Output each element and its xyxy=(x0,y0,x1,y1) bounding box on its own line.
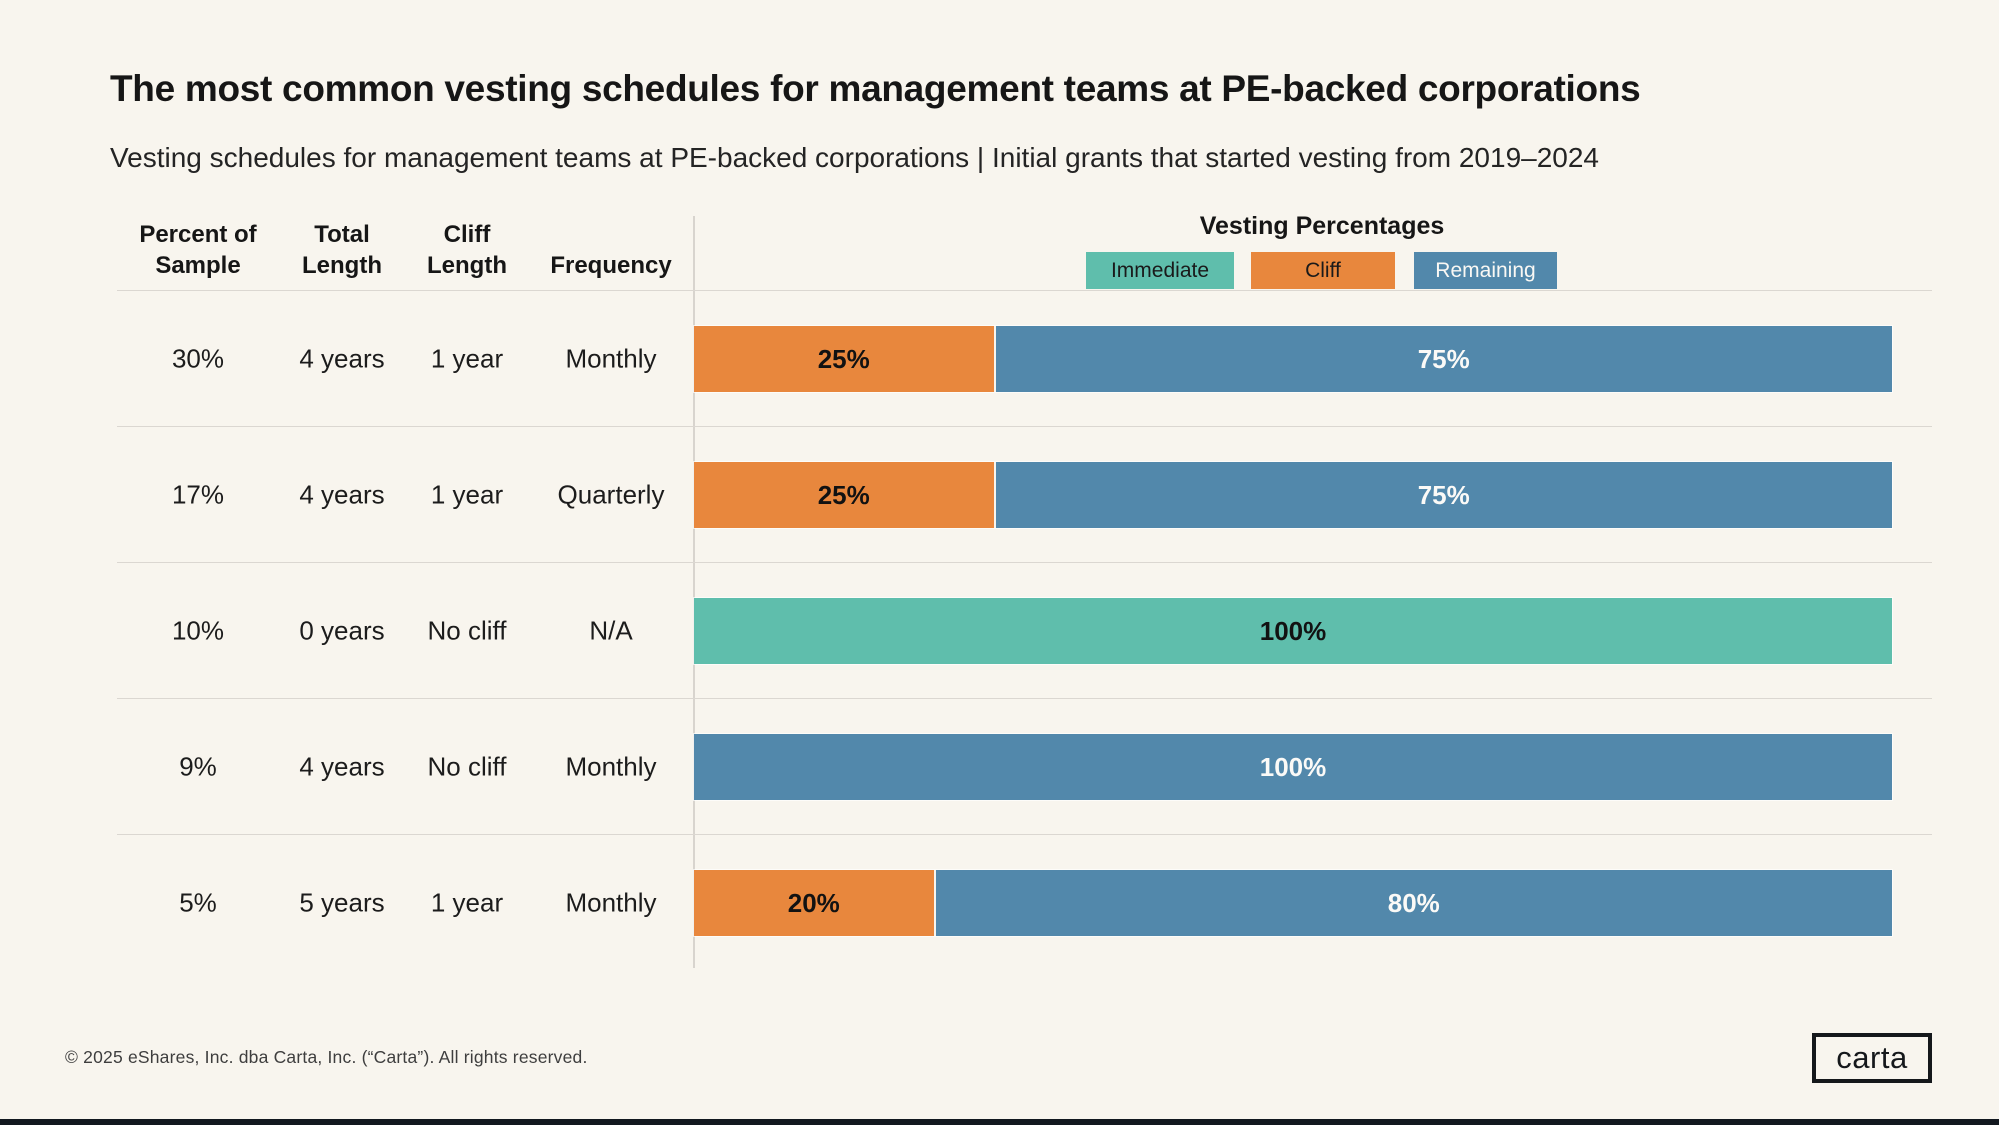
table-row: 10% 0 years No cliff N/A 100% xyxy=(117,562,1932,699)
bar-segment-cliff: 25% xyxy=(694,326,994,392)
cell-percent-of-sample: 30% xyxy=(171,343,225,374)
copyright-text: © 2025 eShares, Inc. dba Carta, Inc. (“C… xyxy=(65,1047,588,1067)
bar-segment-cliff: 25% xyxy=(694,462,994,528)
stacked-bar: 25% 75% xyxy=(693,461,1893,529)
table-row: 9% 4 years No cliff Monthly 100% xyxy=(117,698,1932,835)
column-header-line: Percent of xyxy=(139,220,257,248)
page-title: The most common vesting schedules for ma… xyxy=(110,68,1641,109)
table-row: 17% 4 years 1 year Quarterly 25% 75% xyxy=(117,426,1932,563)
cell-total-length: 0 years xyxy=(299,615,385,646)
bar-segment-remaining: 100% xyxy=(694,734,1892,800)
bar-segment-remaining: 75% xyxy=(993,462,1892,528)
cell-total-length: 4 years xyxy=(299,343,385,374)
cell-cliff-length: No cliff xyxy=(427,615,507,646)
column-header-line: Length xyxy=(427,251,507,279)
stacked-bar: 25% 75% xyxy=(693,325,1893,393)
stacked-bar: 100% xyxy=(693,597,1893,665)
legend-item-remaining: Remaining xyxy=(1414,252,1557,289)
table-row: 5% 5 years 1 year Monthly 20% 80% xyxy=(117,834,1932,971)
cell-percent-of-sample: 9% xyxy=(179,751,217,782)
bar-segment-remaining: 80% xyxy=(933,870,1892,936)
cell-frequency: N/A xyxy=(589,615,633,646)
stacked-bar: 100% xyxy=(693,733,1893,801)
legend-item-cliff: Cliff xyxy=(1251,252,1395,289)
column-header-line: Frequency xyxy=(550,251,672,279)
column-header-cliff-length: Cliff Length xyxy=(427,219,507,281)
cell-frequency: Quarterly xyxy=(557,479,665,510)
carta-logo: carta xyxy=(1812,1033,1932,1083)
column-header-total-length: Total Length xyxy=(302,219,382,281)
cell-cliff-length: 1 year xyxy=(430,887,504,918)
table-header: Percent of Sample Total Length Cliff Len… xyxy=(117,205,1932,290)
column-header-line: Sample xyxy=(155,251,241,279)
cell-total-length: 4 years xyxy=(299,479,385,510)
column-header-line: Cliff xyxy=(443,220,491,248)
cell-cliff-length: 1 year xyxy=(430,479,504,510)
bar-segment-cliff: 20% xyxy=(694,870,934,936)
legend-item-immediate: Immediate xyxy=(1086,252,1234,289)
bottom-accent-bar xyxy=(0,1119,1999,1125)
legend-title: Vesting Percentages xyxy=(1199,212,1445,240)
bar-segment-remaining: 75% xyxy=(993,326,1892,392)
column-header-line: Total xyxy=(314,220,370,248)
axis-separator-line xyxy=(693,216,695,968)
bar-segment-immediate: 100% xyxy=(694,598,1892,664)
column-header-frequency: Frequency xyxy=(550,250,671,281)
cell-percent-of-sample: 17% xyxy=(171,479,225,510)
cell-percent-of-sample: 10% xyxy=(171,615,225,646)
cell-frequency: Monthly xyxy=(565,751,657,782)
page-subtitle: Vesting schedules for management teams a… xyxy=(110,142,1600,173)
column-header-percent-of-sample: Percent of Sample xyxy=(139,219,256,281)
cell-frequency: Monthly xyxy=(565,343,657,374)
cell-total-length: 5 years xyxy=(299,887,385,918)
table-row: 30% 4 years 1 year Monthly 25% 75% xyxy=(117,290,1932,427)
stacked-bar: 20% 80% xyxy=(693,869,1893,937)
cell-cliff-length: 1 year xyxy=(430,343,504,374)
cell-cliff-length: No cliff xyxy=(427,751,507,782)
column-header-line: Length xyxy=(302,251,382,279)
cell-frequency: Monthly xyxy=(565,887,657,918)
cell-total-length: 4 years xyxy=(299,751,385,782)
cell-percent-of-sample: 5% xyxy=(179,887,217,918)
